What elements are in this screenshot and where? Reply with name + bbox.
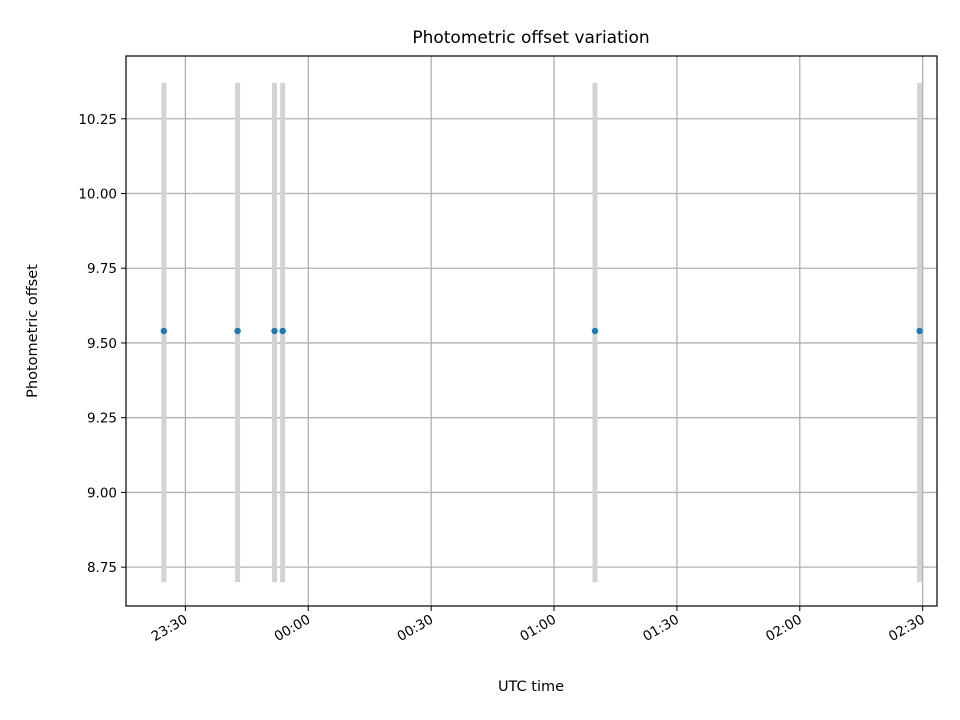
y-tick-label: 9.00 xyxy=(87,485,117,501)
plot-frame xyxy=(125,55,938,607)
grid xyxy=(126,56,937,606)
x-axis-ticks: 23:30 00:00 00:30 01:00 01:30 02:00 02:30 xyxy=(149,606,928,645)
data-point xyxy=(160,327,168,335)
y-tick-label: 10.00 xyxy=(78,187,117,203)
y-axis-ticks: 8.75 9.00 9.25 9.50 9.75 10.00 10.25 xyxy=(78,112,126,576)
chart-title: Photometric offset variation xyxy=(412,28,649,48)
data-point xyxy=(591,327,599,335)
x-tick-label: 01:30 xyxy=(640,612,682,645)
x-tick-label: 00:30 xyxy=(394,612,436,645)
x-tick-label: 23:30 xyxy=(149,612,191,645)
x-tick-label: 02:30 xyxy=(886,612,928,645)
data-point xyxy=(279,327,286,335)
data-point xyxy=(271,327,278,335)
x-tick-label: 00:00 xyxy=(272,612,314,645)
y-tick-label: 10.25 xyxy=(78,112,117,128)
y-tick-label: 9.75 xyxy=(87,261,117,277)
y-tick-label: 8.75 xyxy=(87,560,117,576)
x-axis-label: UTC time xyxy=(498,679,564,695)
y-axis-label: Photometric offset xyxy=(25,264,41,398)
x-tick-label: 01:00 xyxy=(517,612,559,645)
data-point xyxy=(234,327,241,335)
x-tick-label: 02:00 xyxy=(763,612,805,645)
y-tick-label: 9.25 xyxy=(87,411,117,427)
data-point xyxy=(916,327,923,335)
y-tick-label: 9.50 xyxy=(87,336,117,352)
data-points xyxy=(160,327,923,335)
